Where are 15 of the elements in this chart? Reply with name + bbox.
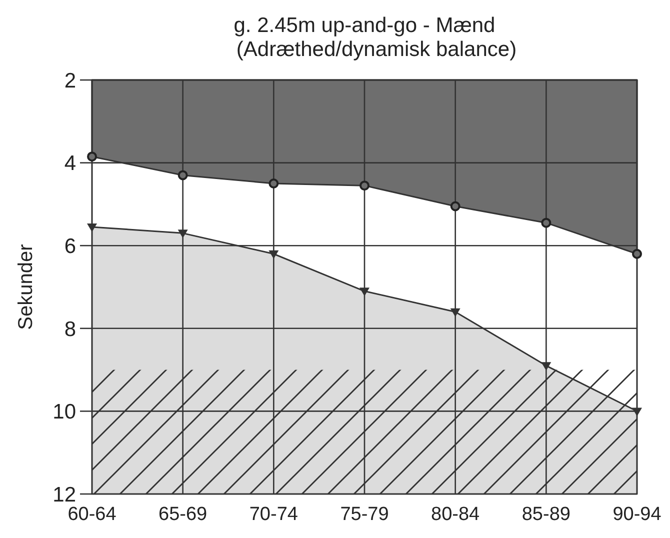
x-tick-label: 70-74 (249, 504, 298, 525)
x-tick-label: 60-64 (68, 504, 117, 525)
y-axis-title: Sekunder (15, 244, 37, 330)
y-tick-label: 8 (64, 318, 76, 341)
x-tick-label: 65-69 (158, 504, 208, 525)
x-tick-label: 80-84 (431, 504, 480, 525)
y-tick-label: 6 (64, 234, 76, 258)
x-tick-label: 85-89 (522, 504, 570, 525)
y-tick-label: 4 (64, 152, 76, 176)
chart-title: g. 2.45m up-and-go - Mænd (Adræthed/dynamisk balance) (234, 14, 517, 61)
y-tick-label: 12 (52, 483, 76, 506)
x-tick-label: 90-94 (612, 504, 662, 525)
y-tick-label: 10 (52, 400, 76, 424)
x-tick-label: 75-79 (340, 504, 389, 525)
y-tick-label: 2 (64, 69, 76, 92)
